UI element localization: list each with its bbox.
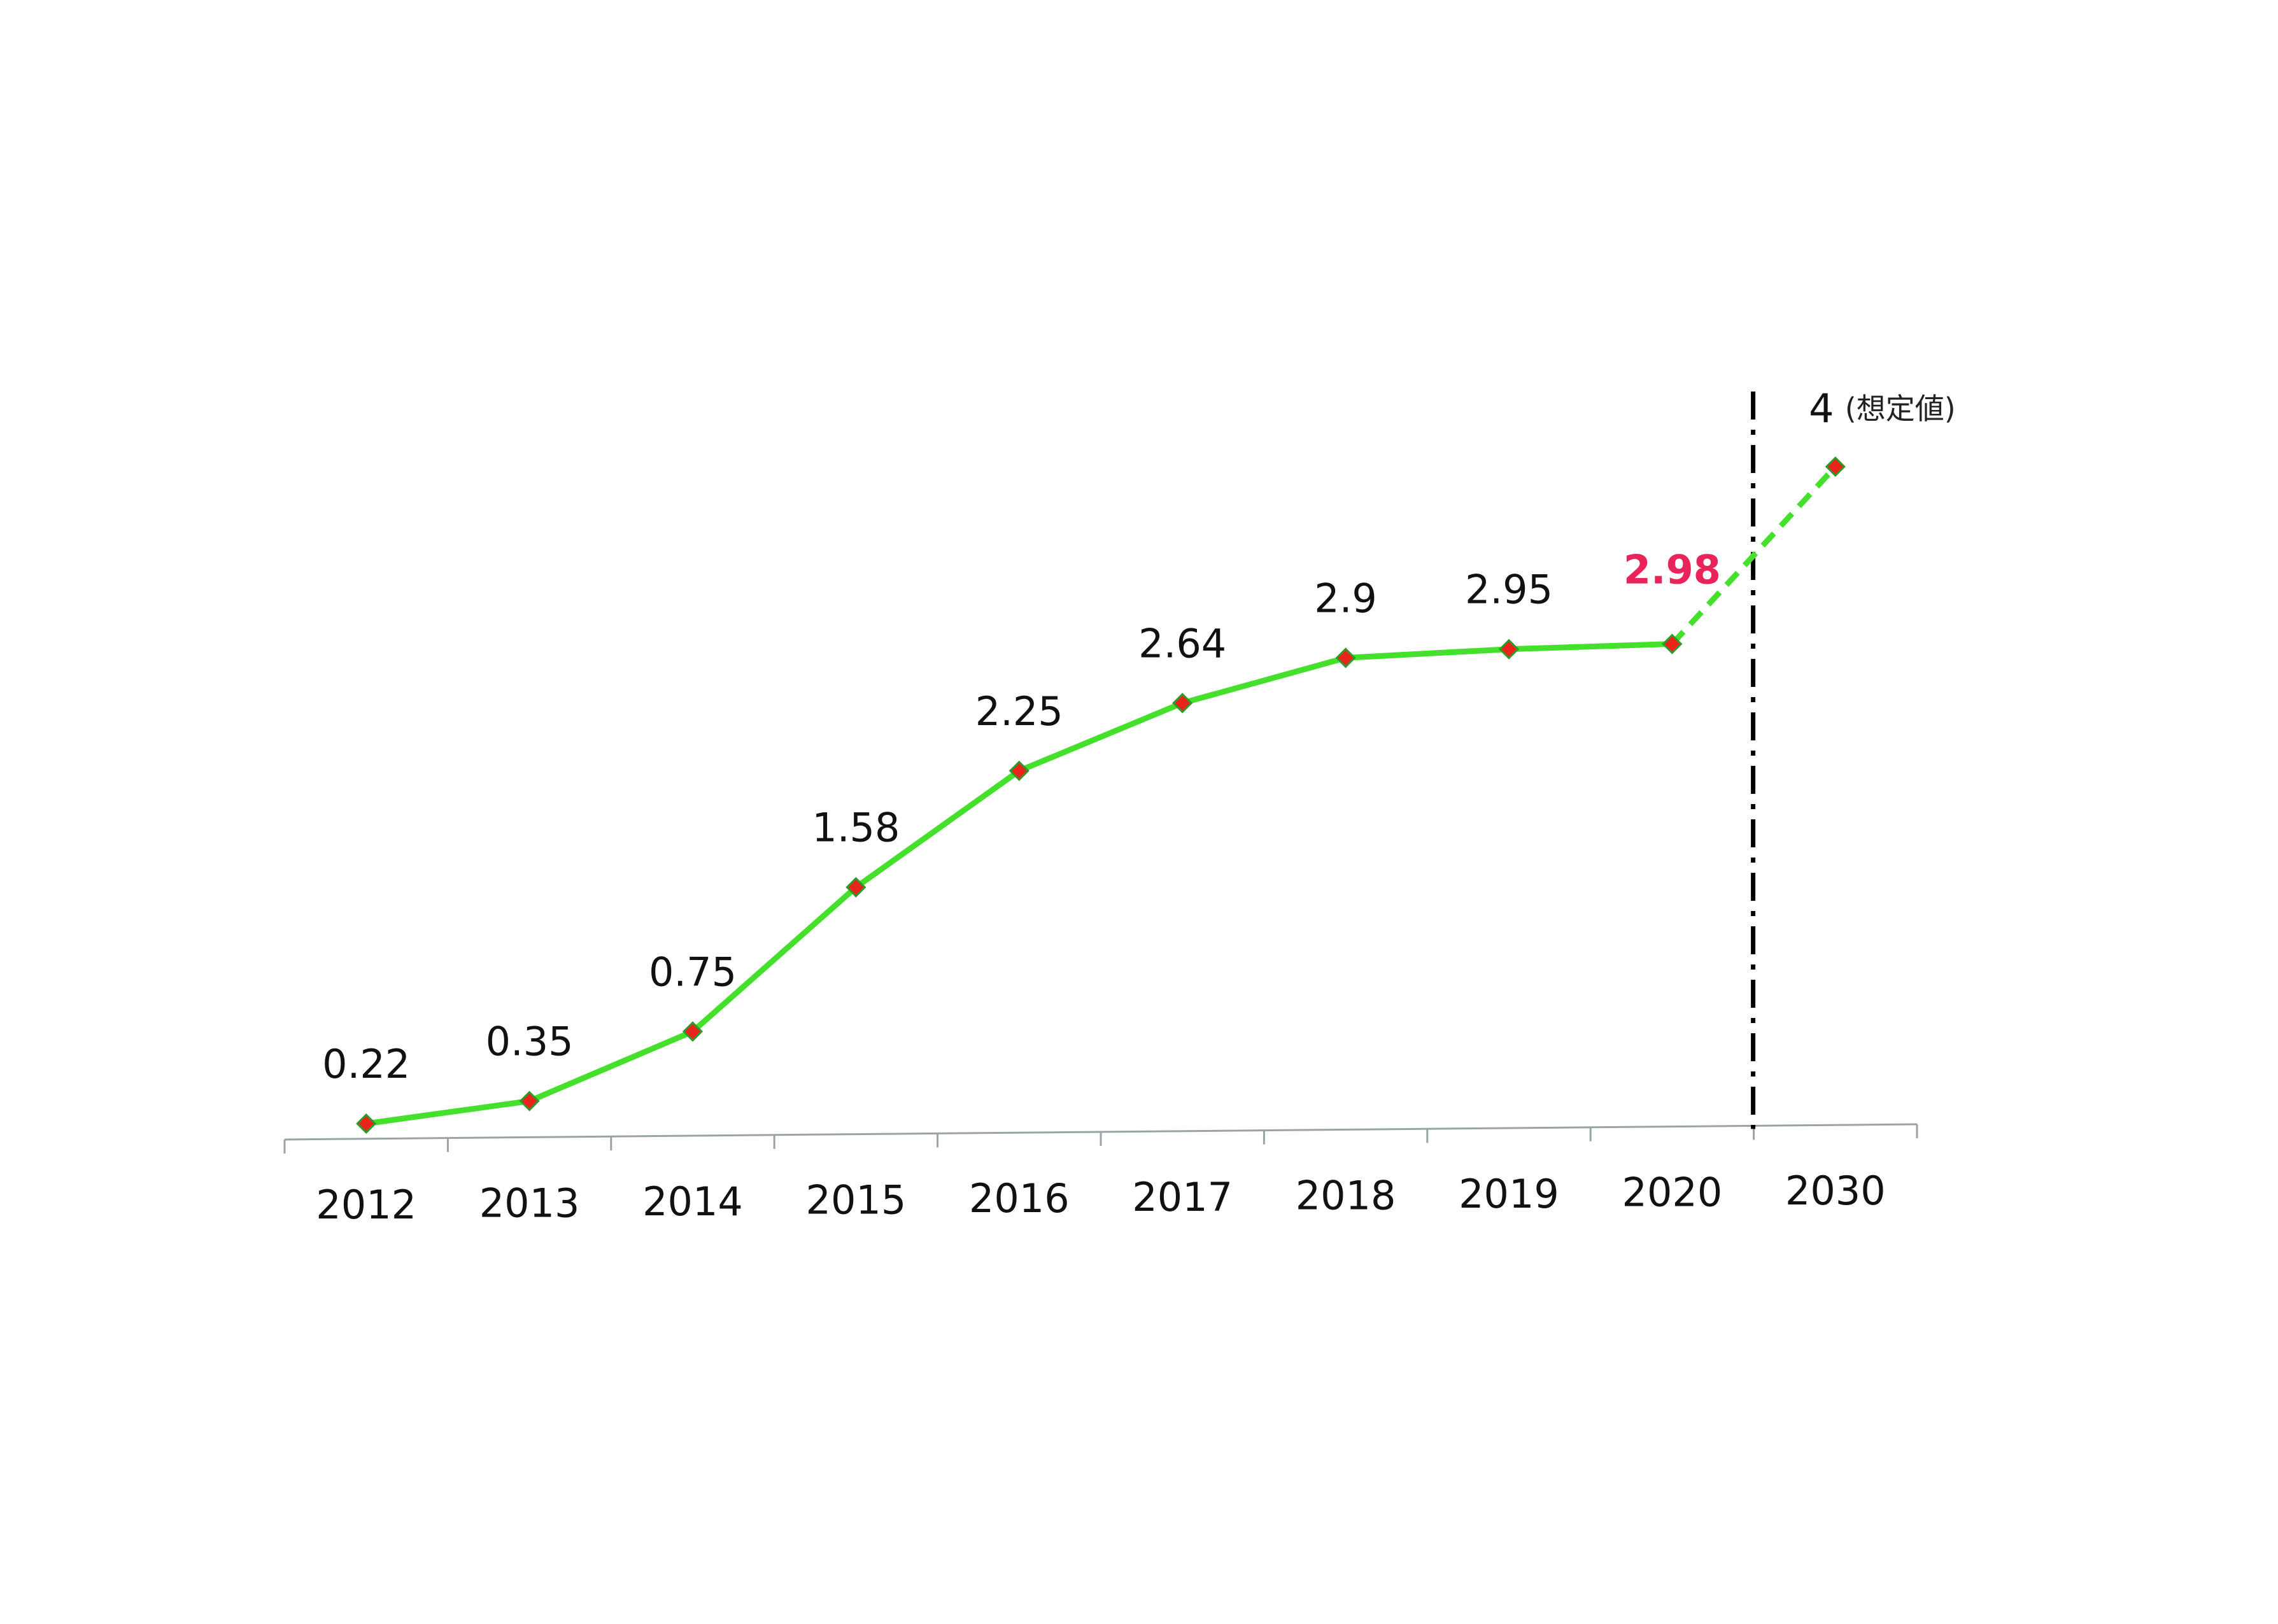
- data-point: [682, 1021, 704, 1042]
- data-label: 0.75: [649, 949, 737, 995]
- data-point: [1825, 456, 1846, 477]
- data-point: [1172, 693, 1193, 714]
- x-tick-label: 2017: [1132, 1174, 1233, 1220]
- data-label: 2.95: [1465, 567, 1553, 613]
- x-tick-label: 2018: [1296, 1172, 1396, 1218]
- x-axis: 2012 2013 2014 2015 2016 2017 2018 2019 2020 2030: [283, 1123, 1918, 1228]
- data-labels: 0.22 0.35 0.75 1.58 2.25 2.64 2.9 2.95 2.98 4 (想定値…: [322, 385, 1956, 1087]
- data-point: [1335, 647, 1356, 668]
- data-label: 0.22: [322, 1041, 410, 1087]
- data-label: 2.64: [1138, 620, 1226, 667]
- data-label: 2.98: [1624, 547, 1721, 593]
- projected-series-line: [1670, 465, 1838, 646]
- x-tick-label: 2014: [642, 1178, 743, 1225]
- data-label: 0.35: [486, 1019, 574, 1065]
- data-point: [519, 1091, 540, 1112]
- x-tick-label: 2016: [969, 1175, 1070, 1222]
- data-label: 1.58: [812, 805, 900, 851]
- data-markers: [356, 456, 1846, 1134]
- data-label: 2.9: [1314, 575, 1377, 621]
- data-point: [1662, 633, 1683, 654]
- data-label: 2.25: [975, 688, 1063, 735]
- x-tick-label: 2030: [1785, 1168, 1886, 1214]
- data-point: [845, 877, 867, 898]
- data-point: [1498, 639, 1520, 660]
- series-lines: [363, 465, 1838, 1127]
- x-tick-label: 2015: [806, 1177, 907, 1224]
- data-label: 4: [1809, 385, 1834, 432]
- x-tick-label: 2020: [1622, 1169, 1723, 1216]
- x-tick-label: 2019: [1459, 1171, 1559, 1217]
- x-tick-label: 2012: [316, 1182, 416, 1228]
- data-point: [356, 1113, 377, 1134]
- data-point: [1008, 760, 1029, 781]
- projection-note: (想定値): [1845, 392, 1956, 426]
- x-tick-label: 2013: [479, 1180, 580, 1226]
